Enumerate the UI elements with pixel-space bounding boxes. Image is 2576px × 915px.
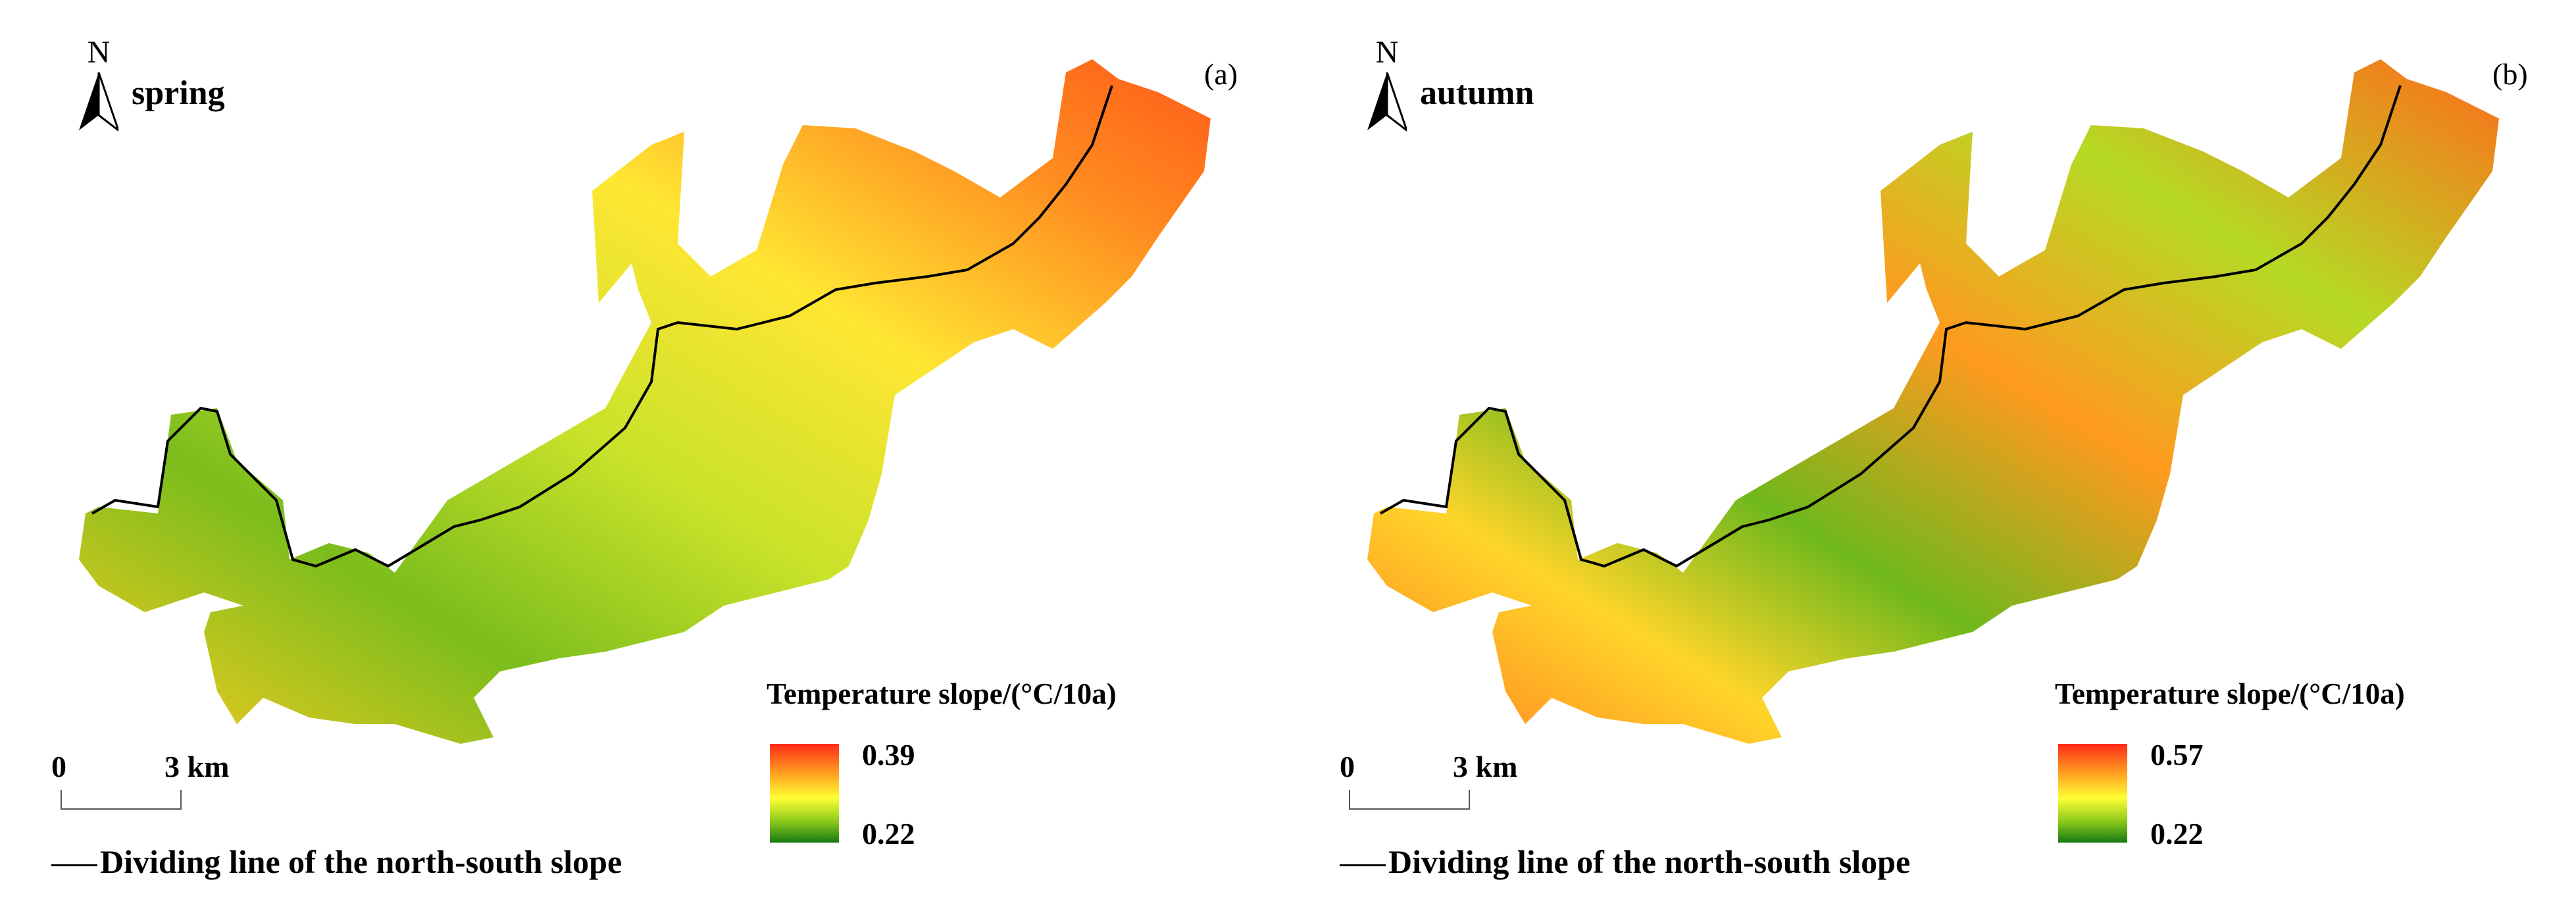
scale-end-label: 3 km bbox=[1453, 750, 1518, 783]
scale-zero-label: 0 bbox=[51, 750, 66, 783]
north-label: N bbox=[1375, 35, 1399, 70]
divider-legend: Dividing line of the north-south slope bbox=[1340, 843, 1910, 881]
legend-min-value: 0.22 bbox=[862, 817, 915, 850]
spring-temperature-map bbox=[79, 59, 1211, 744]
north-arrow-icon bbox=[79, 72, 118, 132]
panel-tag: (b) bbox=[2492, 57, 2528, 91]
legend-title: Temperature slope/(°C/10a) bbox=[767, 677, 1117, 710]
legend-max-value: 0.39 bbox=[862, 738, 915, 771]
panel-spring: N spring (a) Temperature slope/(°C/10a) … bbox=[51, 34, 1238, 881]
dividing-line bbox=[91, 85, 1113, 568]
autumn-temperature-map bbox=[1367, 59, 2499, 744]
dividing-line bbox=[1380, 85, 2402, 568]
legend-min-value: 0.22 bbox=[2150, 817, 2204, 850]
scale-bar bbox=[61, 790, 182, 810]
north-arrow: N bbox=[1367, 34, 1420, 133]
north-arrow-icon bbox=[1367, 72, 1407, 132]
panel-autumn: N autumn (b) Temperature slope/(°C/10a) … bbox=[1288, 0, 2576, 915]
legend-color-ramp bbox=[2058, 744, 2127, 843]
panel-tag: (a) bbox=[1204, 57, 1238, 91]
scale-bar bbox=[1349, 790, 1470, 810]
north-arrow: N bbox=[79, 34, 132, 133]
season-label: autumn bbox=[1420, 74, 1534, 112]
legend-title: Temperature slope/(°C/10a) bbox=[2055, 677, 2405, 710]
legend-max-value: 0.57 bbox=[2150, 738, 2204, 771]
north-label: N bbox=[87, 35, 111, 70]
divider-line-swatch bbox=[51, 864, 97, 867]
divider-legend: Dividing line of the north-south slope bbox=[51, 843, 622, 881]
divider-legend-label: Dividing line of the north-south slope bbox=[1388, 843, 1911, 880]
divider-line-swatch bbox=[1340, 864, 1386, 867]
divider-legend-label: Dividing line of the north-south slope bbox=[100, 843, 622, 880]
season-label: spring bbox=[132, 74, 225, 112]
scale-end-label: 3 km bbox=[164, 750, 230, 783]
scale-zero-label: 0 bbox=[1340, 750, 1355, 783]
legend-color-ramp bbox=[770, 744, 839, 843]
region-shape bbox=[1367, 59, 2499, 744]
region-shape bbox=[79, 59, 1211, 744]
